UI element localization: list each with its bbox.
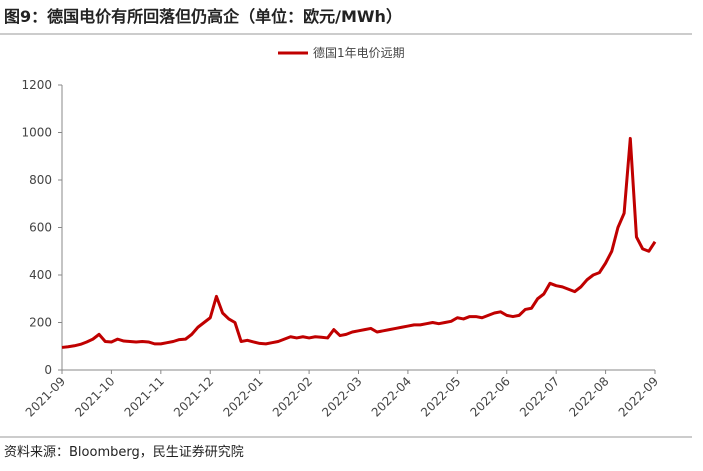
y-tick-label: 200 (29, 316, 52, 330)
y-tick-label: 1000 (21, 126, 52, 140)
y-tick-label: 0 (44, 363, 52, 377)
x-tick-label: 2021-10 (72, 374, 117, 419)
x-tick-label: 2021-12 (171, 374, 216, 419)
chart-title: 图9：德国电价有所回落但仍高企（单位：欧元/MWh） (4, 7, 402, 26)
x-tick-label: 2022-06 (468, 374, 513, 419)
y-tick-label: 400 (29, 268, 52, 282)
line (61, 136, 657, 349)
source: 资料来源：Bloomberg，民生证券研究院 (4, 444, 244, 460)
x-tick-label: 2022-08 (566, 374, 611, 419)
x-tick-label: 2022-05 (418, 374, 463, 419)
x-tick-label: 2021-09 (23, 374, 68, 419)
x-tick-label: 2022-09 (616, 374, 661, 419)
x-tick-label: 2022-07 (517, 374, 562, 419)
x-tick-label: 2022-02 (270, 374, 315, 419)
y-tick-label: 600 (29, 221, 52, 235)
y-tick-label: 1200 (21, 78, 52, 92)
x-tick-label: 2022-01 (220, 374, 265, 419)
x-tick-label: 2022-03 (319, 374, 364, 419)
x-tick-label: 2021-11 (122, 374, 167, 419)
legend-label: 德国1年电价远期 (313, 45, 405, 60)
x-tick-label: 2022-04 (369, 374, 414, 419)
y-tick-label: 800 (29, 173, 52, 187)
